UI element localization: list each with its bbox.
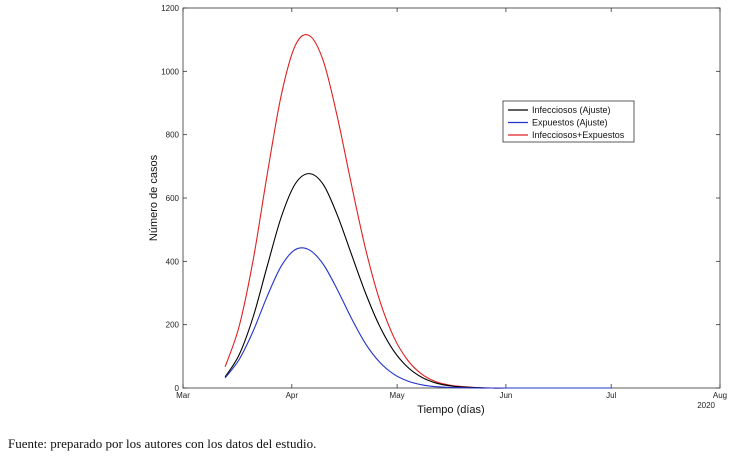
y-tick-label: 400 xyxy=(166,257,180,266)
y-tick-label: 600 xyxy=(166,194,180,203)
y-tick-label: 0 xyxy=(175,384,180,393)
legend-entry-2: Expuestos (Ajuste) xyxy=(532,118,608,128)
y-tick-label: 800 xyxy=(166,131,180,140)
series-line-2 xyxy=(224,247,612,389)
plot-area xyxy=(182,7,721,389)
x-tick-label: Aug xyxy=(713,391,727,400)
y-axis: 0 200 400 600 800 1000 1200 xyxy=(161,4,720,393)
x-tick-label: May xyxy=(390,391,405,400)
x-tick-label: Apr xyxy=(286,391,299,400)
legend-entry-3: Infecciosos+Expuestos xyxy=(532,130,625,140)
series-lines xyxy=(224,34,612,389)
y-tick-label: 1200 xyxy=(161,4,179,13)
y-tick-label: 200 xyxy=(166,321,180,330)
legend-entry-1: Infecciosos (Ajuste) xyxy=(532,105,611,115)
figure-caption: Fuente: preparado por los autores con lo… xyxy=(8,436,317,451)
x-tick-label: Jul xyxy=(606,391,616,400)
year-label: 2020 xyxy=(697,401,715,410)
x-tick-label: Jun xyxy=(499,391,512,400)
x-tick-label: Mar xyxy=(176,391,190,400)
x-axis-label: Tiempo (días) xyxy=(417,404,484,416)
y-tick-label: 1000 xyxy=(161,67,179,76)
y-axis-label: Número de casos xyxy=(148,154,160,241)
chart: 0 200 400 600 800 1000 1200 Mar Apr May Jun Jul Aug… xyxy=(148,4,727,416)
x-axis: Mar Apr May Jun Jul Aug xyxy=(176,8,727,400)
legend: Infecciosos (Ajuste) Expuestos (Ajuste) In… xyxy=(502,100,635,143)
